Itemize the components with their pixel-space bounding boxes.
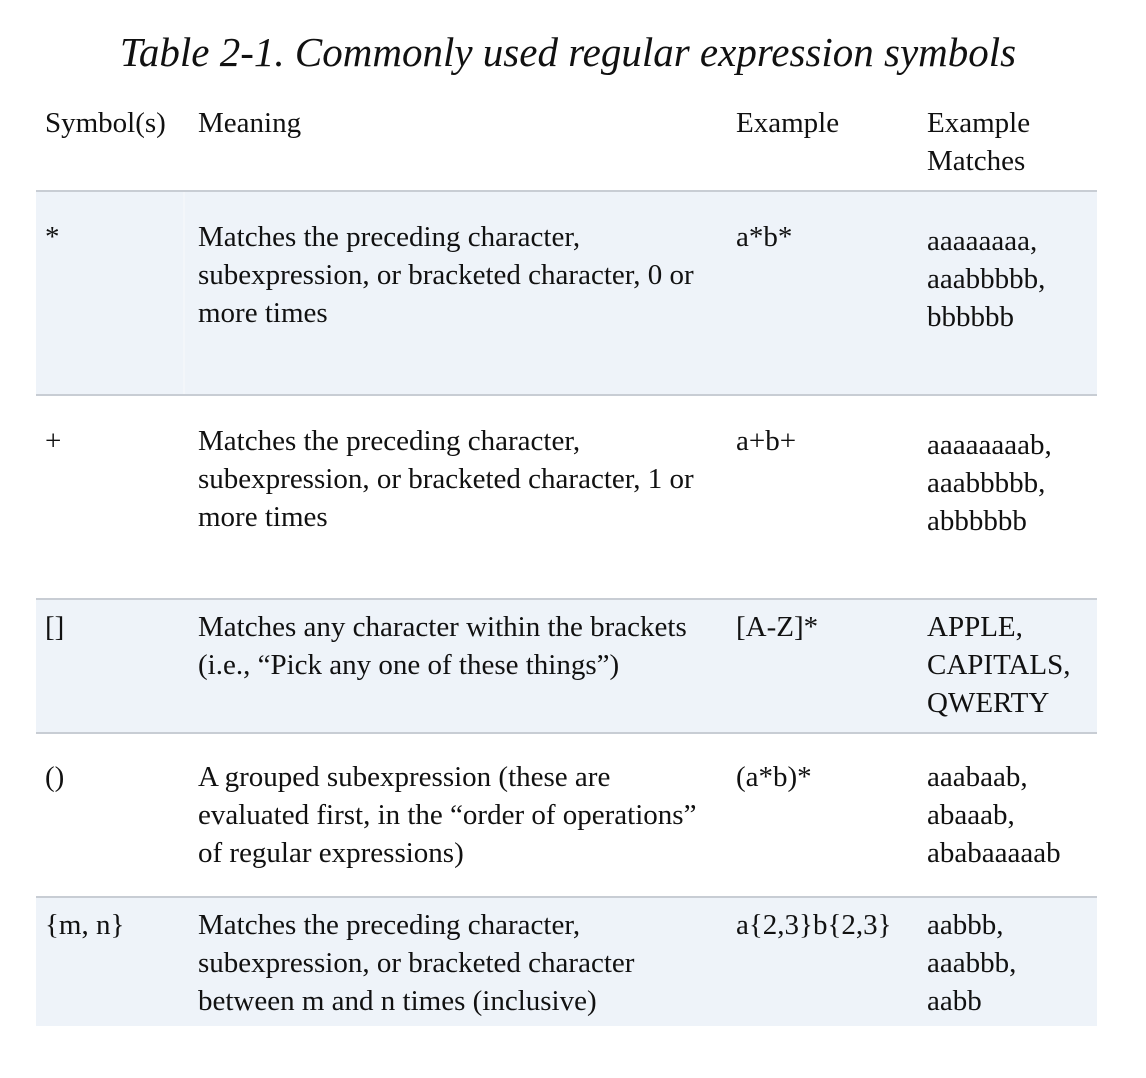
match-item: bbbbbb xyxy=(927,301,1014,333)
match-item: APPLE, xyxy=(927,611,1023,643)
match-item: CAPITALS, xyxy=(927,649,1071,681)
match-item: aabbb, xyxy=(927,909,1004,941)
cell-matches: aabbb, aaabbb, aabb xyxy=(927,906,1097,1020)
cell-meaning: Matches the preceding character, subexpr… xyxy=(198,425,694,533)
table-header-row: Symbol(s) Meaning Example Example Matche… xyxy=(36,104,1097,192)
cell-example: [A-Z]* xyxy=(736,611,819,643)
cell-meaning: A grouped subexpression (these are evalu… xyxy=(198,761,697,869)
match-item: abaaab, xyxy=(927,799,1015,831)
match-item: aabb xyxy=(927,985,982,1017)
match-item: aaabaab, xyxy=(927,761,1028,793)
header-matches-line2: Matches xyxy=(927,145,1026,177)
cell-symbol: * xyxy=(45,221,60,253)
cell-symbol: + xyxy=(45,425,62,457)
match-item: aaabbbbb, xyxy=(927,467,1046,499)
cell-matches: aaabaab, abaaab, ababaaaaab xyxy=(927,758,1097,872)
table-row: () A grouped subexpression (these are ev… xyxy=(36,734,1097,898)
cell-example: a{2,3}b{2,3} xyxy=(736,909,892,941)
header-meaning: Meaning xyxy=(198,107,302,139)
cell-symbol: [] xyxy=(45,611,65,643)
cell-symbol: () xyxy=(45,761,65,793)
header-matches-line1: Example xyxy=(927,107,1031,139)
table-row: + Matches the preceding character, subex… xyxy=(36,396,1097,600)
match-item: aaaaaaaab, xyxy=(927,429,1052,461)
cell-example: a*b* xyxy=(736,221,793,253)
cell-meaning: Matches the preceding character, subexpr… xyxy=(198,909,635,1017)
match-item: abbbbbb xyxy=(927,505,1027,537)
match-item: aaabbb, xyxy=(927,947,1017,979)
match-item: QWERTY xyxy=(927,687,1050,719)
cell-symbol: {m, n} xyxy=(45,909,125,941)
cell-example: a+b+ xyxy=(736,425,797,457)
table-row: {m, n} Matches the preceding character, … xyxy=(36,898,1097,1026)
cell-matches: aaaaaaaa, aaabbbbb, bbbbbb xyxy=(927,222,1097,336)
match-item: aaaaaaaa, xyxy=(927,225,1038,257)
header-symbol: Symbol(s) xyxy=(45,107,166,139)
column-divider xyxy=(183,192,185,394)
cell-meaning: Matches any character within the bracket… xyxy=(198,611,687,681)
header-example-matches: Example Matches xyxy=(927,104,1097,180)
table-row: [] Matches any character within the brac… xyxy=(36,600,1097,734)
regex-symbols-table: Symbol(s) Meaning Example Example Matche… xyxy=(36,104,1097,1026)
match-item: aaabbbbb, xyxy=(927,263,1046,295)
cell-matches: APPLE, CAPITALS, QWERTY xyxy=(927,608,1097,722)
cell-matches: aaaaaaaab, aaabbbbb, abbbbbb xyxy=(927,426,1097,540)
table-row: * Matches the preceding character, subex… xyxy=(36,192,1097,396)
header-example: Example xyxy=(736,107,840,139)
cell-meaning: Matches the preceding character, subexpr… xyxy=(198,221,694,329)
table-caption: Table 2-1. Commonly used regular express… xyxy=(119,29,1017,75)
match-item: ababaaaaab xyxy=(927,837,1061,869)
cell-example: (a*b)* xyxy=(736,761,812,793)
